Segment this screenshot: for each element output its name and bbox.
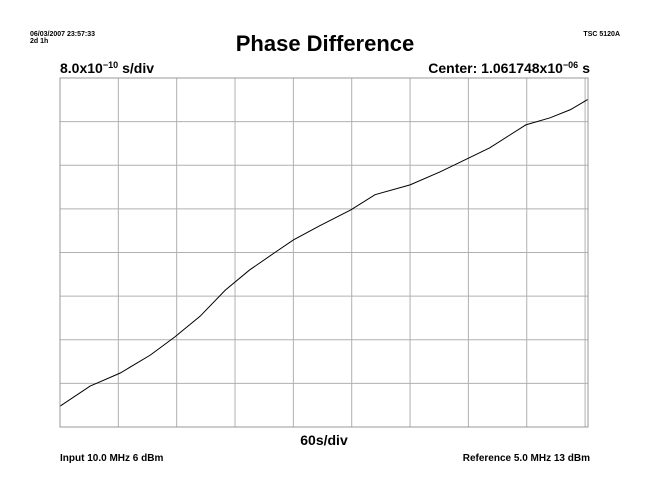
- chart-title: Phase Difference: [236, 31, 415, 56]
- plot-border: [59, 77, 589, 428]
- x-scale: 60s/div: [300, 432, 348, 448]
- center-base: Center: 1.061748x10: [428, 60, 563, 76]
- plot-area: [59, 77, 589, 428]
- y-scale: 8.0x10−10 s/div: [60, 60, 154, 76]
- center: Center: 1.061748x10−06 s: [428, 60, 590, 76]
- y-scale-base: 8.0x10: [60, 60, 103, 76]
- center-unit: s: [582, 60, 590, 76]
- data-line: [59, 98, 589, 407]
- duration: 2d 1h: [30, 38, 48, 45]
- reference-label: Reference 5.0 MHz 13 dBm: [463, 453, 590, 464]
- instrument: TSC 5120A: [583, 31, 620, 38]
- center-exponent: −06: [563, 60, 578, 70]
- input-label: Input 10.0 MHz 6 dBm: [60, 453, 163, 464]
- timestamp: 06/03/2007 23:57:33: [30, 31, 95, 38]
- y-scale-unit: s/div: [122, 60, 154, 76]
- y-scale-exponent: −10: [103, 60, 118, 70]
